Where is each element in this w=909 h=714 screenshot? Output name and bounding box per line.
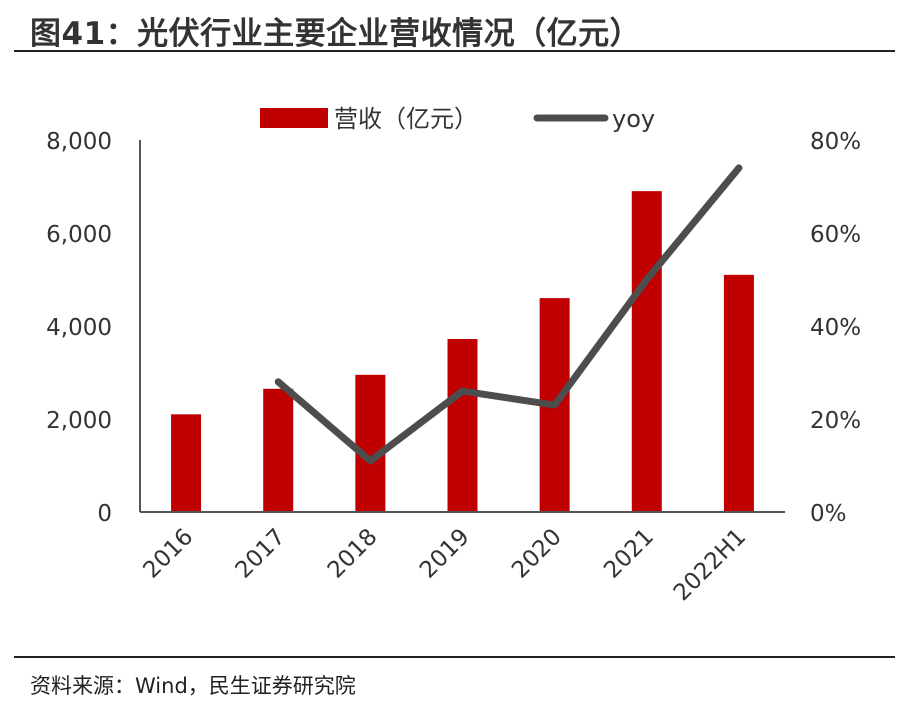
source-note: 资料来源：Wind，民生证券研究院 <box>30 674 356 698</box>
bar-2019 <box>447 339 478 512</box>
y-right-tick-label: 0% <box>810 501 847 527</box>
y-right-tick-label: 20% <box>810 408 861 434</box>
x-tick-label-2016: 2016 <box>139 524 199 584</box>
bar-2017 <box>263 388 294 512</box>
y-left-tick-label: 2,000 <box>46 408 112 434</box>
y-right-tick-label: 40% <box>810 315 861 341</box>
y-right-tick-label: 60% <box>810 222 861 248</box>
x-tick-label-2019: 2019 <box>415 524 475 584</box>
bar-2018 <box>355 374 386 512</box>
bar-2022H1 <box>723 274 754 512</box>
page-title: 图41：光伏行业主要企业营收情况（亿元） <box>30 16 642 52</box>
yoy-line <box>274 164 743 465</box>
x-tick-label-2018: 2018 <box>323 524 383 584</box>
footer-divider <box>14 656 895 658</box>
y-right-tick-label: 80% <box>810 129 861 155</box>
x-tick-label-2022H1: 2022H1 <box>669 524 751 606</box>
legend-bar-swatch <box>260 108 328 128</box>
y-left-tick-label: 4,000 <box>46 315 112 341</box>
x-tick-label-2017: 2017 <box>231 524 291 584</box>
x-tick-label-2021: 2021 <box>599 524 659 584</box>
y-left-tick-label: 8,000 <box>46 129 112 155</box>
y-left-tick-label: 6,000 <box>46 222 112 248</box>
legend-line-label: yoy <box>612 105 655 133</box>
legend-bar-label: 营收（亿元） <box>334 105 478 133</box>
x-tick-label-2020: 2020 <box>507 524 567 584</box>
bar-2016 <box>171 414 202 512</box>
bar-2021 <box>631 191 662 512</box>
y-left-tick-label: 0 <box>97 501 112 527</box>
title-divider <box>14 50 895 52</box>
